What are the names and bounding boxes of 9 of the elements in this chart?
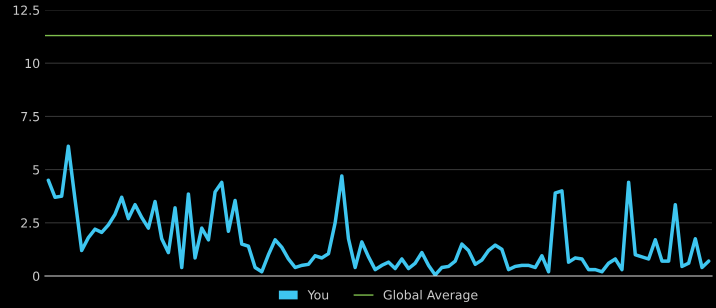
y-tick-label: 2.5 — [21, 218, 40, 228]
y-tick-label: 5 — [33, 165, 40, 175]
y-tick-label: 0 — [33, 271, 40, 281]
y-tick-label: 12.5 — [14, 5, 40, 15]
line-series — [46, 144, 710, 276]
legend-label: Global Average — [384, 290, 478, 302]
y-tick-label: 7.5 — [21, 112, 40, 122]
legend-label: You — [308, 290, 328, 300]
y-tick-label: 10 — [26, 58, 40, 68]
